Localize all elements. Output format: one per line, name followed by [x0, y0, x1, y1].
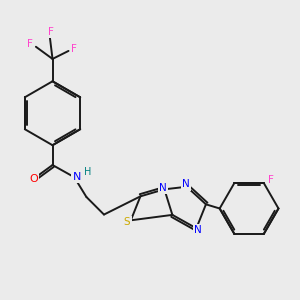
Text: H: H: [84, 167, 92, 177]
Text: F: F: [71, 44, 77, 54]
Text: F: F: [48, 27, 53, 37]
Text: N: N: [182, 179, 190, 189]
Text: N: N: [194, 225, 202, 235]
Text: F: F: [27, 39, 33, 49]
Text: N: N: [159, 183, 167, 193]
Text: N: N: [73, 172, 81, 182]
Text: O: O: [29, 174, 38, 184]
Text: F: F: [268, 175, 274, 185]
Text: S: S: [124, 217, 130, 227]
